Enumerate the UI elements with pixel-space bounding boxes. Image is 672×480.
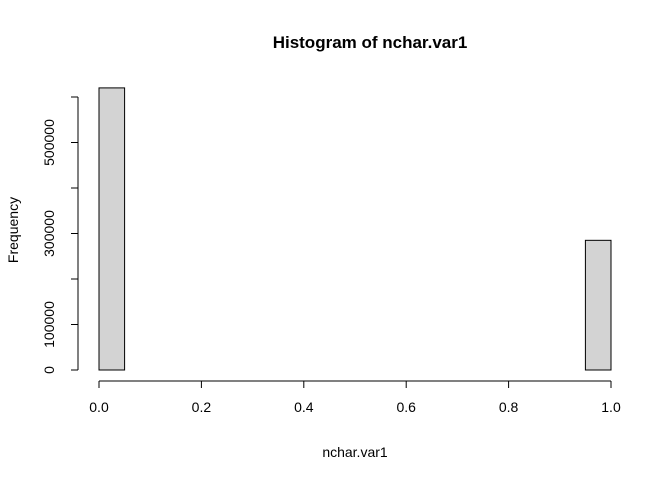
histogram-bar-0 (98, 87, 126, 371)
bars-group (98, 87, 612, 371)
x-tick-label-2: 0.4 (294, 399, 314, 415)
y-tick-label-1: 100000 (41, 301, 57, 348)
x-tick-label-0: 0.0 (89, 399, 109, 415)
y-tick-label-2: 300000 (41, 210, 57, 257)
x-tick-label-1: 0.2 (192, 399, 212, 415)
y-axis-label: Frequency (5, 197, 21, 263)
x-tick-label-5: 1.0 (601, 399, 621, 415)
y-axis: 0 100000 300000 500000 (41, 96, 79, 374)
histogram-bar-19 (584, 239, 612, 371)
x-tick-label-4: 0.8 (499, 399, 519, 415)
y-tick-label-3: 500000 (41, 119, 57, 166)
chart-title: Histogram of nchar.var1 (273, 33, 468, 52)
x-tick-label-3: 0.6 (396, 399, 416, 415)
y-tick-label-0: 0 (41, 366, 57, 374)
x-axis: 0.0 0.2 0.4 0.6 0.8 1.0 (89, 380, 621, 415)
x-axis-label: nchar.var1 (322, 444, 388, 460)
